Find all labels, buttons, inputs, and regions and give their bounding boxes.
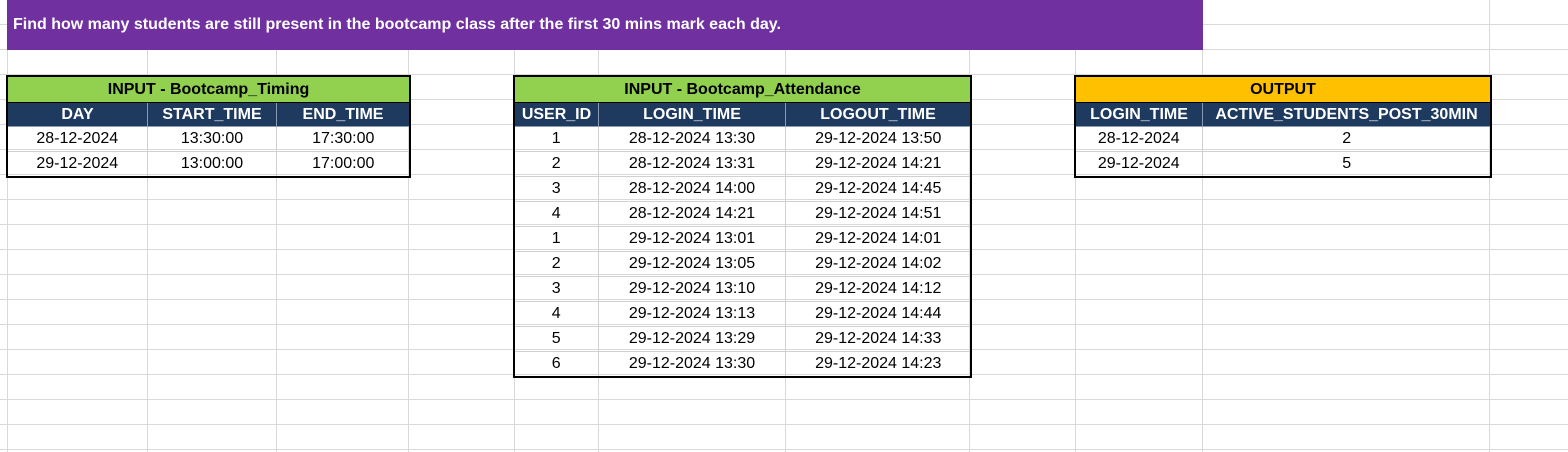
table-cell[interactable]: 5	[514, 326, 599, 352]
table-row: 4 28-12-2024 14:21 29-12-2024 14:51	[514, 201, 971, 227]
table-cell[interactable]: 29-12-2024 13:50	[785, 126, 971, 152]
table-cell[interactable]: 29-12-2024 14:02	[785, 251, 971, 277]
table-cell[interactable]: 4	[514, 301, 599, 327]
table-row: 3 28-12-2024 14:00 29-12-2024 14:45	[514, 176, 971, 202]
table-cell[interactable]: 6	[514, 351, 599, 377]
col-header-day[interactable]: DAY	[7, 102, 148, 127]
table-cell[interactable]: 29-12-2024	[1075, 151, 1203, 177]
col-header-end-time[interactable]: END_TIME	[276, 102, 410, 127]
attendance-table-body: 1 28-12-2024 13:30 29-12-2024 13:50 2 28-12-…	[514, 126, 971, 377]
table-cell[interactable]: 28-12-2024 14:21	[598, 201, 786, 227]
table-row: 29-12-2024 5	[1075, 151, 1491, 177]
table-row: 28-12-2024 2	[1075, 126, 1491, 152]
output-table: OUTPUT LOGIN_TIME ACTIVE_STUDENTS_POST_3…	[1074, 75, 1492, 178]
table-cell[interactable]: 29-12-2024	[7, 151, 148, 177]
table-cell[interactable]: 29-12-2024 14:21	[785, 151, 971, 177]
timing-table-body: 28-12-2024 13:30:00 17:30:00 29-12-2024 13:0…	[7, 126, 410, 177]
col-header-logout-time[interactable]: LOGOUT_TIME	[785, 102, 971, 127]
table-cell[interactable]: 1	[514, 126, 599, 152]
col-header-user-id[interactable]: USER_ID	[514, 102, 599, 127]
table-cell[interactable]: 29-12-2024 14:51	[785, 201, 971, 227]
grid-line	[1489, 0, 1490, 452]
col-header-output-login-time[interactable]: LOGIN_TIME	[1075, 102, 1203, 127]
table-row: 5 29-12-2024 13:29 29-12-2024 14:33	[514, 326, 971, 352]
table-cell[interactable]: 29-12-2024 13:30	[598, 351, 786, 377]
table-cell[interactable]: 2	[514, 151, 599, 177]
table-cell[interactable]: 29-12-2024 13:01	[598, 226, 786, 252]
table-cell[interactable]: 28-12-2024 14:00	[598, 176, 786, 202]
table-row: 1 29-12-2024 13:01 29-12-2024 14:01	[514, 226, 971, 252]
table-cell[interactable]: 29-12-2024 14:45	[785, 176, 971, 202]
table-cell[interactable]: 2	[514, 251, 599, 277]
table-row: 3 29-12-2024 13:10 29-12-2024 14:12	[514, 276, 971, 302]
table-cell[interactable]: 28-12-2024	[7, 126, 148, 152]
table-row: 2 29-12-2024 13:05 29-12-2024 14:02	[514, 251, 971, 277]
output-table-body: 28-12-2024 2 29-12-2024 5	[1075, 126, 1491, 177]
table-cell[interactable]: 29-12-2024 13:05	[598, 251, 786, 277]
table-cell[interactable]: 29-12-2024 14:44	[785, 301, 971, 327]
table-row: 2 28-12-2024 13:31 29-12-2024 14:21	[514, 151, 971, 177]
col-header-login-time[interactable]: LOGIN_TIME	[598, 102, 786, 127]
col-header-active-students[interactable]: ACTIVE_STUDENTS_POST_30MIN	[1202, 102, 1491, 127]
table-cell[interactable]: 28-12-2024	[1075, 126, 1203, 152]
table-row: 4 29-12-2024 13:13 29-12-2024 14:44	[514, 301, 971, 327]
table-cell[interactable]: 3	[514, 276, 599, 302]
table-cell[interactable]: 28-12-2024 13:31	[598, 151, 786, 177]
table-cell[interactable]: 29-12-2024 14:12	[785, 276, 971, 302]
timing-table-caption[interactable]: INPUT - Bootcamp_Timing	[7, 76, 410, 103]
table-cell[interactable]: 4	[514, 201, 599, 227]
table-cell[interactable]: 3	[514, 176, 599, 202]
table-cell[interactable]: 13:30:00	[147, 126, 277, 152]
table-cell[interactable]: 28-12-2024 13:30	[598, 126, 786, 152]
output-table-caption[interactable]: OUTPUT	[1075, 76, 1491, 103]
table-cell[interactable]: 29-12-2024 13:13	[598, 301, 786, 327]
table-row: 29-12-2024 13:00:00 17:00:00	[7, 151, 410, 177]
grid-line	[1075, 0, 1076, 452]
table-cell[interactable]: 13:00:00	[147, 151, 277, 177]
table-cell[interactable]: 2	[1202, 126, 1491, 152]
table-row: 1 28-12-2024 13:30 29-12-2024 13:50	[514, 126, 971, 152]
table-cell[interactable]: 17:00:00	[276, 151, 410, 177]
table-cell[interactable]: 29-12-2024 14:23	[785, 351, 971, 377]
table-cell[interactable]: 29-12-2024 13:29	[598, 326, 786, 352]
grid-line	[147, 0, 148, 452]
table-cell[interactable]: 5	[1202, 151, 1491, 177]
table-cell[interactable]: 29-12-2024 14:01	[785, 226, 971, 252]
bootcamp-timing-table: INPUT - Bootcamp_Timing DAY START_TIME E…	[6, 75, 411, 178]
table-cell[interactable]: 29-12-2024 13:10	[598, 276, 786, 302]
table-row: 6 29-12-2024 13:30 29-12-2024 14:23	[514, 351, 971, 377]
table-cell[interactable]: 29-12-2024 14:33	[785, 326, 971, 352]
task-banner[interactable]: Find how many students are still present…	[7, 0, 1203, 50]
grid-line	[276, 0, 277, 452]
col-header-start-time[interactable]: START_TIME	[147, 102, 277, 127]
attendance-table-caption[interactable]: INPUT - Bootcamp_Attendance	[514, 76, 971, 103]
table-cell[interactable]: 17:30:00	[276, 126, 410, 152]
grid-line	[1202, 0, 1203, 452]
bootcamp-attendance-table: INPUT - Bootcamp_Attendance USER_ID LOGI…	[513, 75, 972, 378]
table-cell[interactable]: 1	[514, 226, 599, 252]
grid-line	[408, 0, 409, 452]
grid-line	[7, 0, 8, 452]
table-row: 28-12-2024 13:30:00 17:30:00	[7, 126, 410, 152]
